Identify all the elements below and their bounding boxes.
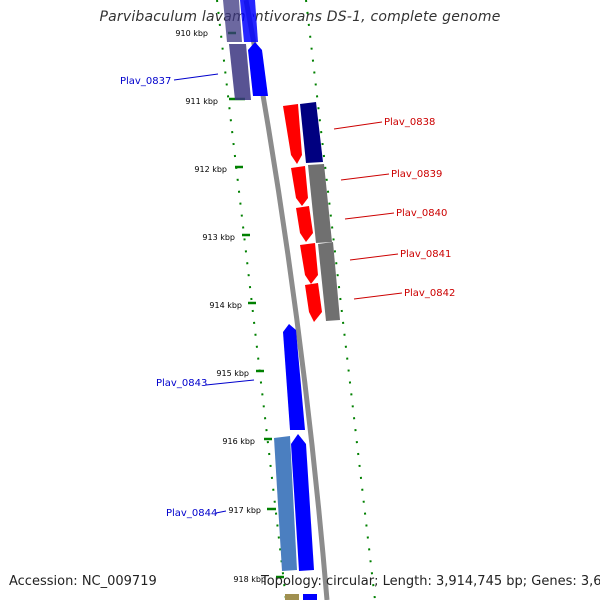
tick-label: 918 kbp	[233, 575, 266, 584]
leader-plav-0838	[333, 121, 383, 130]
gene-upper-forward[interactable]	[240, 0, 258, 42]
tick-label: 915 kbp	[216, 369, 249, 378]
gene-plav-0838-red[interactable]	[283, 104, 302, 164]
gene-label-plav-0843[interactable]: Plav_0843	[156, 378, 207, 389]
tick-label: 910 kbp	[175, 29, 208, 38]
gene-plav-0842-red[interactable]	[305, 283, 322, 322]
gene-plav-0844[interactable]	[274, 436, 297, 571]
map-title: Parvibaculum lavamentivorans DS-1, compl…	[99, 9, 501, 25]
gene-plav-0838[interactable]	[300, 102, 323, 163]
inner-dotted-ring	[216, 0, 287, 600]
gene-label-plav-0840[interactable]: Plav_0840	[396, 208, 447, 219]
outer-dotted-ring	[305, 0, 376, 600]
leader-plav-0837	[173, 73, 219, 81]
leader-plav-0840	[344, 212, 395, 220]
tick-label: 914 kbp	[209, 301, 242, 310]
gene-lower-forward[interactable]	[291, 434, 314, 571]
gene-label-plav-0839[interactable]: Plav_0839	[391, 169, 442, 180]
gene-label-plav-0841[interactable]: Plav_0841	[400, 249, 451, 260]
gene-bottom-olive[interactable]	[285, 594, 299, 600]
gene-plav-0841[interactable]	[318, 242, 340, 321]
gene-plav-0836[interactable]	[223, 0, 242, 42]
gene-upper-forward-2[interactable]	[248, 42, 268, 96]
leader-plav-0839	[340, 173, 390, 181]
tick-labels: 910 kbp 911 kbp 912 kbp 913 kbp 914 kbp …	[175, 29, 266, 584]
leader-plav-0841	[349, 253, 399, 261]
gene-plav-0839-red[interactable]	[291, 166, 308, 206]
gene-plav-0841-red[interactable]	[300, 243, 318, 284]
gene-label-plav-0844[interactable]: Plav_0844	[166, 508, 217, 519]
leader-plav-0843	[205, 379, 255, 386]
gene-plav-0839[interactable]	[308, 164, 332, 243]
gene-plav-0843[interactable]	[283, 324, 305, 430]
tick-label: 913 kbp	[202, 233, 235, 242]
gene-plav-0837[interactable]	[229, 44, 251, 100]
gene-label-plav-0838[interactable]: Plav_0838	[384, 117, 435, 128]
tick-label: 916 kbp	[222, 437, 255, 446]
tick-label: 917 kbp	[228, 506, 261, 515]
gene-bottom-blue[interactable]	[303, 594, 317, 600]
gene-plav-0840-red[interactable]	[296, 206, 313, 242]
gene-label-plav-0837[interactable]: Plav_0837	[120, 76, 171, 87]
leader-plav-0844	[215, 510, 227, 514]
tick-label: 911 kbp	[185, 97, 218, 106]
accession-text: Accession: NC_009719	[9, 574, 157, 589]
tick-label: 912 kbp	[194, 165, 227, 174]
topology-summary: Topology: circular; Length: 3,914,745 bp…	[261, 574, 600, 589]
gene-leader-lines	[173, 73, 403, 514]
gene-label-plav-0842[interactable]: Plav_0842	[404, 288, 455, 299]
gene-labels: Plav_0837 Plav_0838 Plav_0839 Plav_0840 …	[120, 76, 455, 519]
leader-plav-0842	[353, 292, 403, 300]
